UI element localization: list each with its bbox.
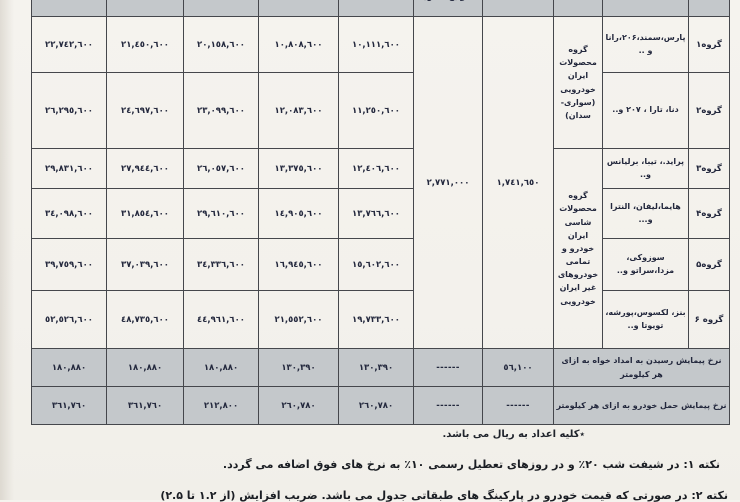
rate-cell: ٢٦٠,٧٨٠: [258, 386, 339, 425]
rate-cell: ٢١,٥٥٢,٦٠٠: [258, 290, 339, 349]
category-suv-foreign: گروه محصولات شاسی ایران خودرو و تمامی خو…: [553, 148, 603, 349]
rate-cell: ------: [413, 386, 483, 425]
rate-cell: ٢٦,٠٥٧,٦٠٠: [183, 148, 259, 189]
rate-cell: ٢٧,٩٤٤,٦٠٠: [106, 148, 184, 189]
header-cell: [106, 0, 184, 17]
rate-cell: ١٨٠,٨٨٠: [183, 348, 259, 387]
rate-cell: ١٠,١١١,٦٠٠: [338, 16, 414, 73]
table-row: گروه ۶ بنز، لکسوس،پورشه، تویوتا و.. ١٩,٧…: [31, 290, 730, 349]
note-2-partially-cut: نکته ۲: در صورتی که قیمت خودرو در پارکین…: [160, 489, 728, 502]
rate-cell: ١٢,٠٨٣,٦٠٠: [258, 72, 339, 149]
rate-cell: ------: [413, 348, 483, 387]
header-cell: [602, 0, 689, 17]
rate-cell: ١١,٢٥٠,٦٠٠: [338, 72, 414, 149]
vehicle-names: هایما،لیفان، النترا و...: [602, 188, 689, 239]
vehicle-names: بنز، لکسوس،پورشه، تویوتا و..: [602, 290, 689, 349]
rate-cell: ٣٤,٣٣٦,٦٠٠: [183, 238, 259, 291]
rate-cell: ------: [482, 386, 554, 425]
group-label: گروه۵: [688, 238, 730, 291]
header-cell: [258, 0, 339, 17]
rate-cell: ٣٩,٧٥٩,٦٠٠: [31, 238, 107, 291]
rate-cell: ١٣٠,٣٩٠: [258, 348, 339, 387]
rate-cell: ١٨٠,٨٨٠: [106, 348, 184, 387]
vehicle-names: پراید.، تیبا، برلیانس و..: [602, 148, 689, 189]
header-cell-switch-glass: سوئیچ،گلس): [413, 0, 483, 17]
rate-cell: ٣١,٨٥٤,٦٠٠: [106, 188, 184, 239]
group-label: گروه۳: [688, 148, 730, 189]
rate-cell: ٤٤,٩٦١,٦٠٠: [183, 290, 259, 349]
rate-cell: ٥٢,٥٢٦,٦٠٠: [31, 290, 107, 349]
merged-value-b: ١,٧٤١,٦٥٠: [482, 16, 554, 349]
rate-cell: ١٤,٩٠٥,٦٠٠: [258, 188, 339, 239]
summary-label: نرخ پیمایش رسیدن به امداد خواه به ازای ه…: [553, 348, 730, 387]
summary-label: نرخ پیمایش حمل خودرو به ازای هر کیلومتر: [553, 386, 730, 425]
rate-cell: ٢٩,٦١٠,٦٠٠: [183, 188, 259, 239]
paper-edge-shadow: [0, 0, 14, 500]
rate-cell: ٢٠,١٥٨,٦٠٠: [183, 16, 259, 73]
vehicle-names: پارس،سمند،۲۰۶،رانا و ..: [602, 16, 689, 73]
group-label: گروه۴: [688, 188, 730, 239]
rate-cell: ٢٣,٠٩٩,٦٠٠: [183, 72, 259, 149]
table-row: گروه۳ پراید.، تیبا، برلیانس و.. گروه محص…: [31, 148, 730, 349]
rate-cell: ٢٦٠,٧٨٠: [338, 386, 414, 425]
rate-cell: ٢٦,٢٩٥,٦٠٠: [31, 72, 107, 149]
header-cell: [183, 0, 259, 17]
rate-cell: ٢١٢,٨٠٠: [183, 386, 259, 425]
group-label: گروه ۶: [688, 290, 730, 349]
rate-cell: ٢٤,٦٩٧,٦٠٠: [106, 72, 184, 149]
rate-cell: ١٦,٩٤٥,٦٠٠: [258, 238, 339, 291]
rate-cell: ٢٩,٨٣١,٦٠٠: [31, 148, 107, 189]
category-sedan: گروه محصولات ایران خودرویی (سواری- سدان): [553, 16, 603, 149]
rate-cell: ١٠,٨٠٨,٦٠٠: [258, 16, 339, 73]
table-row: گروه۴ هایما،لیفان، النترا و... ١٣,٧٦٦,٦٠…: [31, 188, 730, 239]
header-cell: [482, 0, 554, 17]
rate-cell: ٣٦١,٧٦٠: [106, 386, 184, 425]
rate-cell: ٤٨,٧٣٥,٦٠٠: [106, 290, 184, 349]
group-label: گروه۲: [688, 72, 730, 149]
rate-cell: ١٣,٧٦٦,٦٠٠: [338, 188, 414, 239]
rate-cell: ١٩,٧٣٣,٦٠٠: [338, 290, 414, 349]
summary-row-carry-rate: نرخ پیمایش حمل خودرو به ازای هر کیلومتر …: [31, 386, 730, 425]
header-cell: [338, 0, 414, 17]
towing-rates-table: سوئیچ،گلس) گروه۱ پارس،سمند،۲۰۶،رانا و ..…: [31, 0, 730, 425]
rate-cell: ٣٦١,٧٦٠: [31, 386, 107, 425]
header-cell: [688, 0, 730, 17]
table-row: گروه۱ پارس،سمند،۲۰۶،رانا و .. گروه محصول…: [31, 16, 730, 349]
table-header-row: سوئیچ،گلس): [31, 0, 730, 17]
group-label: گروه۱: [688, 16, 730, 73]
rate-cell: ٢١,٤٥٠,٦٠٠: [106, 16, 184, 73]
rate-cell: ١٥,٦٠٢,٦٠٠: [338, 238, 414, 291]
rial-units-caption: ٭کلیه اعداد به ریال می باشد.: [442, 429, 586, 440]
rate-cell: ١٨٠,٨٨٠: [31, 348, 107, 387]
rate-cell: ٢٢,٧٤٢,٦٠٠: [31, 16, 107, 73]
header-cell: [31, 0, 107, 17]
vehicle-names: سوزوکی، مزدا،سراتو و..: [602, 238, 689, 291]
rate-cell: ١٣,٣٧٥,٦٠٠: [258, 148, 339, 189]
rate-cell: ٣٤,٠٩٨,٦٠٠: [31, 188, 107, 239]
merged-value-a: ٢,٧٧١,٠٠٠: [413, 16, 483, 349]
rate-cell: ٥٦,١٠٠: [482, 348, 554, 387]
rate-cell: ٣٧,٠٣٩,٦٠٠: [106, 238, 184, 291]
note-1-night-shift: نکته ۱: در شیفت شب ۲۰٪ و در روزهای تعطیل…: [222, 458, 720, 471]
rate-cell: ١٢,٤٠٦,٦٠٠: [338, 148, 414, 189]
summary-row-reach-rate: نرخ پیمایش رسیدن به امداد خواه به ازای ه…: [31, 348, 730, 387]
header-cell: [553, 0, 603, 17]
rate-cell: ١٣٠,٣٩٠: [338, 348, 414, 387]
table-row: گروه۲ دنا، تارا ، ۲۰۷ و.. ١١,٢٥٠,٦٠٠ ١٢,…: [31, 72, 730, 149]
table-row: گروه۵ سوزوکی، مزدا،سراتو و.. ١٥,٦٠٢,٦٠٠ …: [31, 238, 730, 291]
vehicle-names: دنا، تارا ، ۲۰۷ و..: [602, 72, 689, 149]
